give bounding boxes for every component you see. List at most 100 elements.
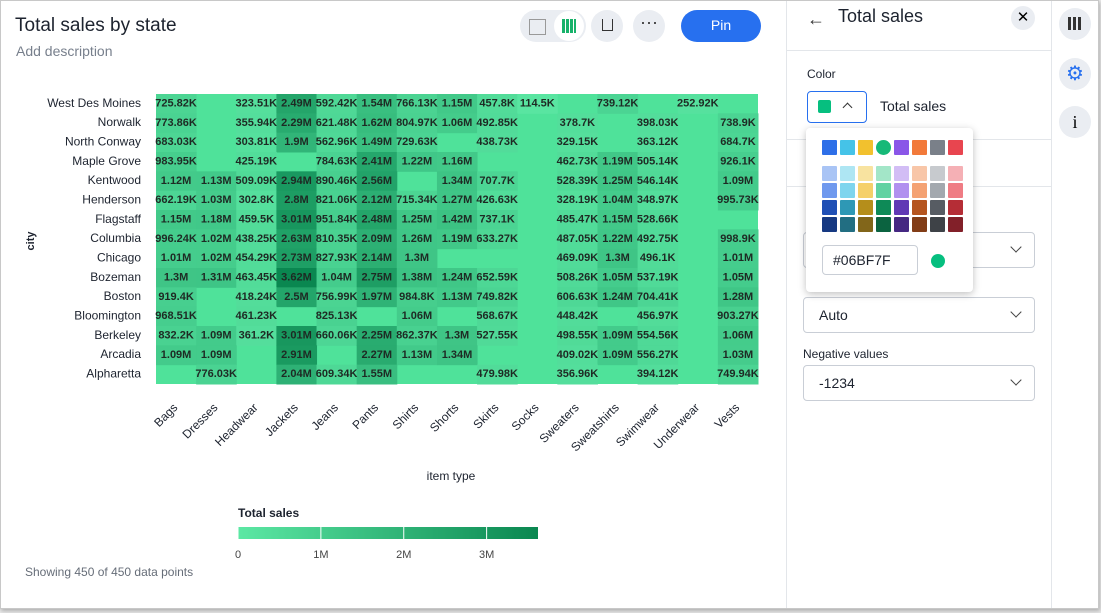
- cell-label: 2.91M: [281, 349, 312, 361]
- cell-label: 361.2K: [239, 330, 275, 342]
- cell-label: 1.22M: [402, 156, 433, 168]
- heatmap-cell: [196, 229, 237, 250]
- color-swatch[interactable]: [948, 183, 963, 198]
- heatmap-cell: [597, 152, 639, 172]
- color-swatch[interactable]: [822, 183, 837, 198]
- color-swatch[interactable]: [930, 183, 945, 198]
- heatmap-cell: [597, 248, 639, 269]
- color-swatch[interactable]: [876, 166, 891, 181]
- share-button[interactable]: [591, 10, 623, 42]
- cell-label: 461.23K: [236, 310, 278, 322]
- cell-label: 459.5K: [239, 214, 275, 226]
- color-swatch[interactable]: [948, 140, 963, 155]
- cell-label: 1.22M: [602, 233, 633, 245]
- color-swatch[interactable]: [858, 217, 873, 232]
- cell-label: 554.56K: [637, 330, 679, 342]
- color-swatch[interactable]: [858, 200, 873, 215]
- color-swatch[interactable]: [930, 217, 945, 232]
- cell-label: 114.5K: [520, 98, 555, 110]
- color-swatch[interactable]: [930, 166, 945, 181]
- cell-label: 1.31M: [201, 272, 232, 284]
- color-swatch[interactable]: [876, 200, 891, 215]
- color-swatch[interactable]: [876, 217, 891, 232]
- color-swatch[interactable]: [822, 217, 837, 232]
- heatmap-cell: [276, 229, 318, 250]
- heatmap-cell: [597, 94, 639, 114]
- select[interactable]: Auto: [803, 297, 1035, 333]
- back-button[interactable]: ←: [807, 9, 825, 29]
- heatmap-cell: [597, 268, 639, 288]
- color-swatch[interactable]: [930, 200, 945, 215]
- cell-label: 348.97K: [637, 194, 679, 206]
- select[interactable]: -1234: [803, 365, 1035, 401]
- color-swatch[interactable]: [930, 140, 945, 155]
- color-swatch[interactable]: [858, 140, 873, 155]
- color-swatch[interactable]: [894, 166, 909, 181]
- color-swatch[interactable]: [912, 140, 927, 155]
- color-button[interactable]: [807, 91, 867, 123]
- color-swatch[interactable]: [912, 200, 927, 215]
- cell-label: 609.34K: [316, 368, 358, 380]
- cell-label: 463.45K: [236, 272, 278, 284]
- heatmap-cell: [276, 345, 318, 366]
- heatmap-cell: [637, 190, 679, 211]
- table-icon[interactable]: [529, 19, 546, 35]
- heatmap-cell: [637, 152, 679, 172]
- color-swatch[interactable]: [876, 140, 891, 155]
- info-button[interactable]: i: [1059, 106, 1091, 138]
- color-swatch[interactable]: [876, 183, 891, 198]
- hex-input[interactable]: #06BF7F: [822, 245, 918, 275]
- cell-label: 621.48K: [316, 117, 358, 129]
- cell-label: 418.24K: [236, 291, 278, 303]
- description[interactable]: Add description: [16, 43, 113, 59]
- heatmap-cell: [156, 171, 197, 192]
- color-swatch[interactable]: [912, 166, 927, 181]
- heatmap-cell: [356, 210, 398, 230]
- pin-button[interactable]: Pin: [681, 10, 761, 42]
- series-name: Total sales: [880, 98, 947, 114]
- color-swatch[interactable]: [840, 217, 855, 232]
- color-swatch[interactable]: [948, 217, 963, 232]
- cell-label: 738.9K: [720, 117, 756, 129]
- color-swatch[interactable]: [948, 200, 963, 215]
- color-swatch[interactable]: [822, 166, 837, 181]
- color-swatch[interactable]: [894, 183, 909, 198]
- color-swatch[interactable]: [858, 166, 873, 181]
- color-swatch[interactable]: [894, 217, 909, 232]
- color-swatch[interactable]: [912, 183, 927, 198]
- heatmap-icon[interactable]: [554, 11, 584, 41]
- cell-label: 1.97M: [361, 291, 392, 303]
- color-swatch[interactable]: [822, 140, 837, 155]
- heatmap-cell: [356, 171, 398, 192]
- color-swatch[interactable]: [894, 200, 909, 215]
- heatmap-cell: [276, 326, 318, 346]
- cell-label: 951.84K: [316, 214, 358, 226]
- cell-label: 527.55K: [476, 330, 518, 342]
- color-swatch[interactable]: [840, 166, 855, 181]
- settings-button[interactable]: ⚙: [1059, 58, 1091, 90]
- color-swatch[interactable]: [822, 200, 837, 215]
- heatmap-cell: [436, 326, 478, 346]
- color-swatch[interactable]: [840, 183, 855, 198]
- more-button[interactable]: ···: [633, 10, 665, 42]
- heatmap-cell: [597, 190, 639, 211]
- close-button[interactable]: ✕: [1011, 6, 1035, 30]
- color-swatch[interactable]: [894, 140, 909, 155]
- heatmap-cell: [436, 345, 478, 366]
- color-swatch[interactable]: [948, 166, 963, 181]
- y-tick-label: Alpharetta: [86, 367, 141, 381]
- cell-label: 329.15K: [557, 136, 599, 148]
- color-swatch[interactable]: [912, 217, 927, 232]
- cell-label: 1.05M: [602, 272, 633, 284]
- chart-button[interactable]: [1059, 8, 1091, 40]
- color-swatch[interactable]: [840, 140, 855, 155]
- cell-label: 1.34M: [442, 175, 473, 187]
- cell-label: 968.51K: [155, 310, 197, 322]
- color-swatch[interactable]: [858, 183, 873, 198]
- heatmap-cell: [557, 152, 598, 172]
- cell-label: 409.02K: [557, 349, 599, 361]
- color-swatch[interactable]: [840, 200, 855, 215]
- view-toggle[interactable]: [520, 10, 586, 42]
- heatmap-cell: [356, 94, 398, 114]
- heatmap-cell: [316, 113, 358, 134]
